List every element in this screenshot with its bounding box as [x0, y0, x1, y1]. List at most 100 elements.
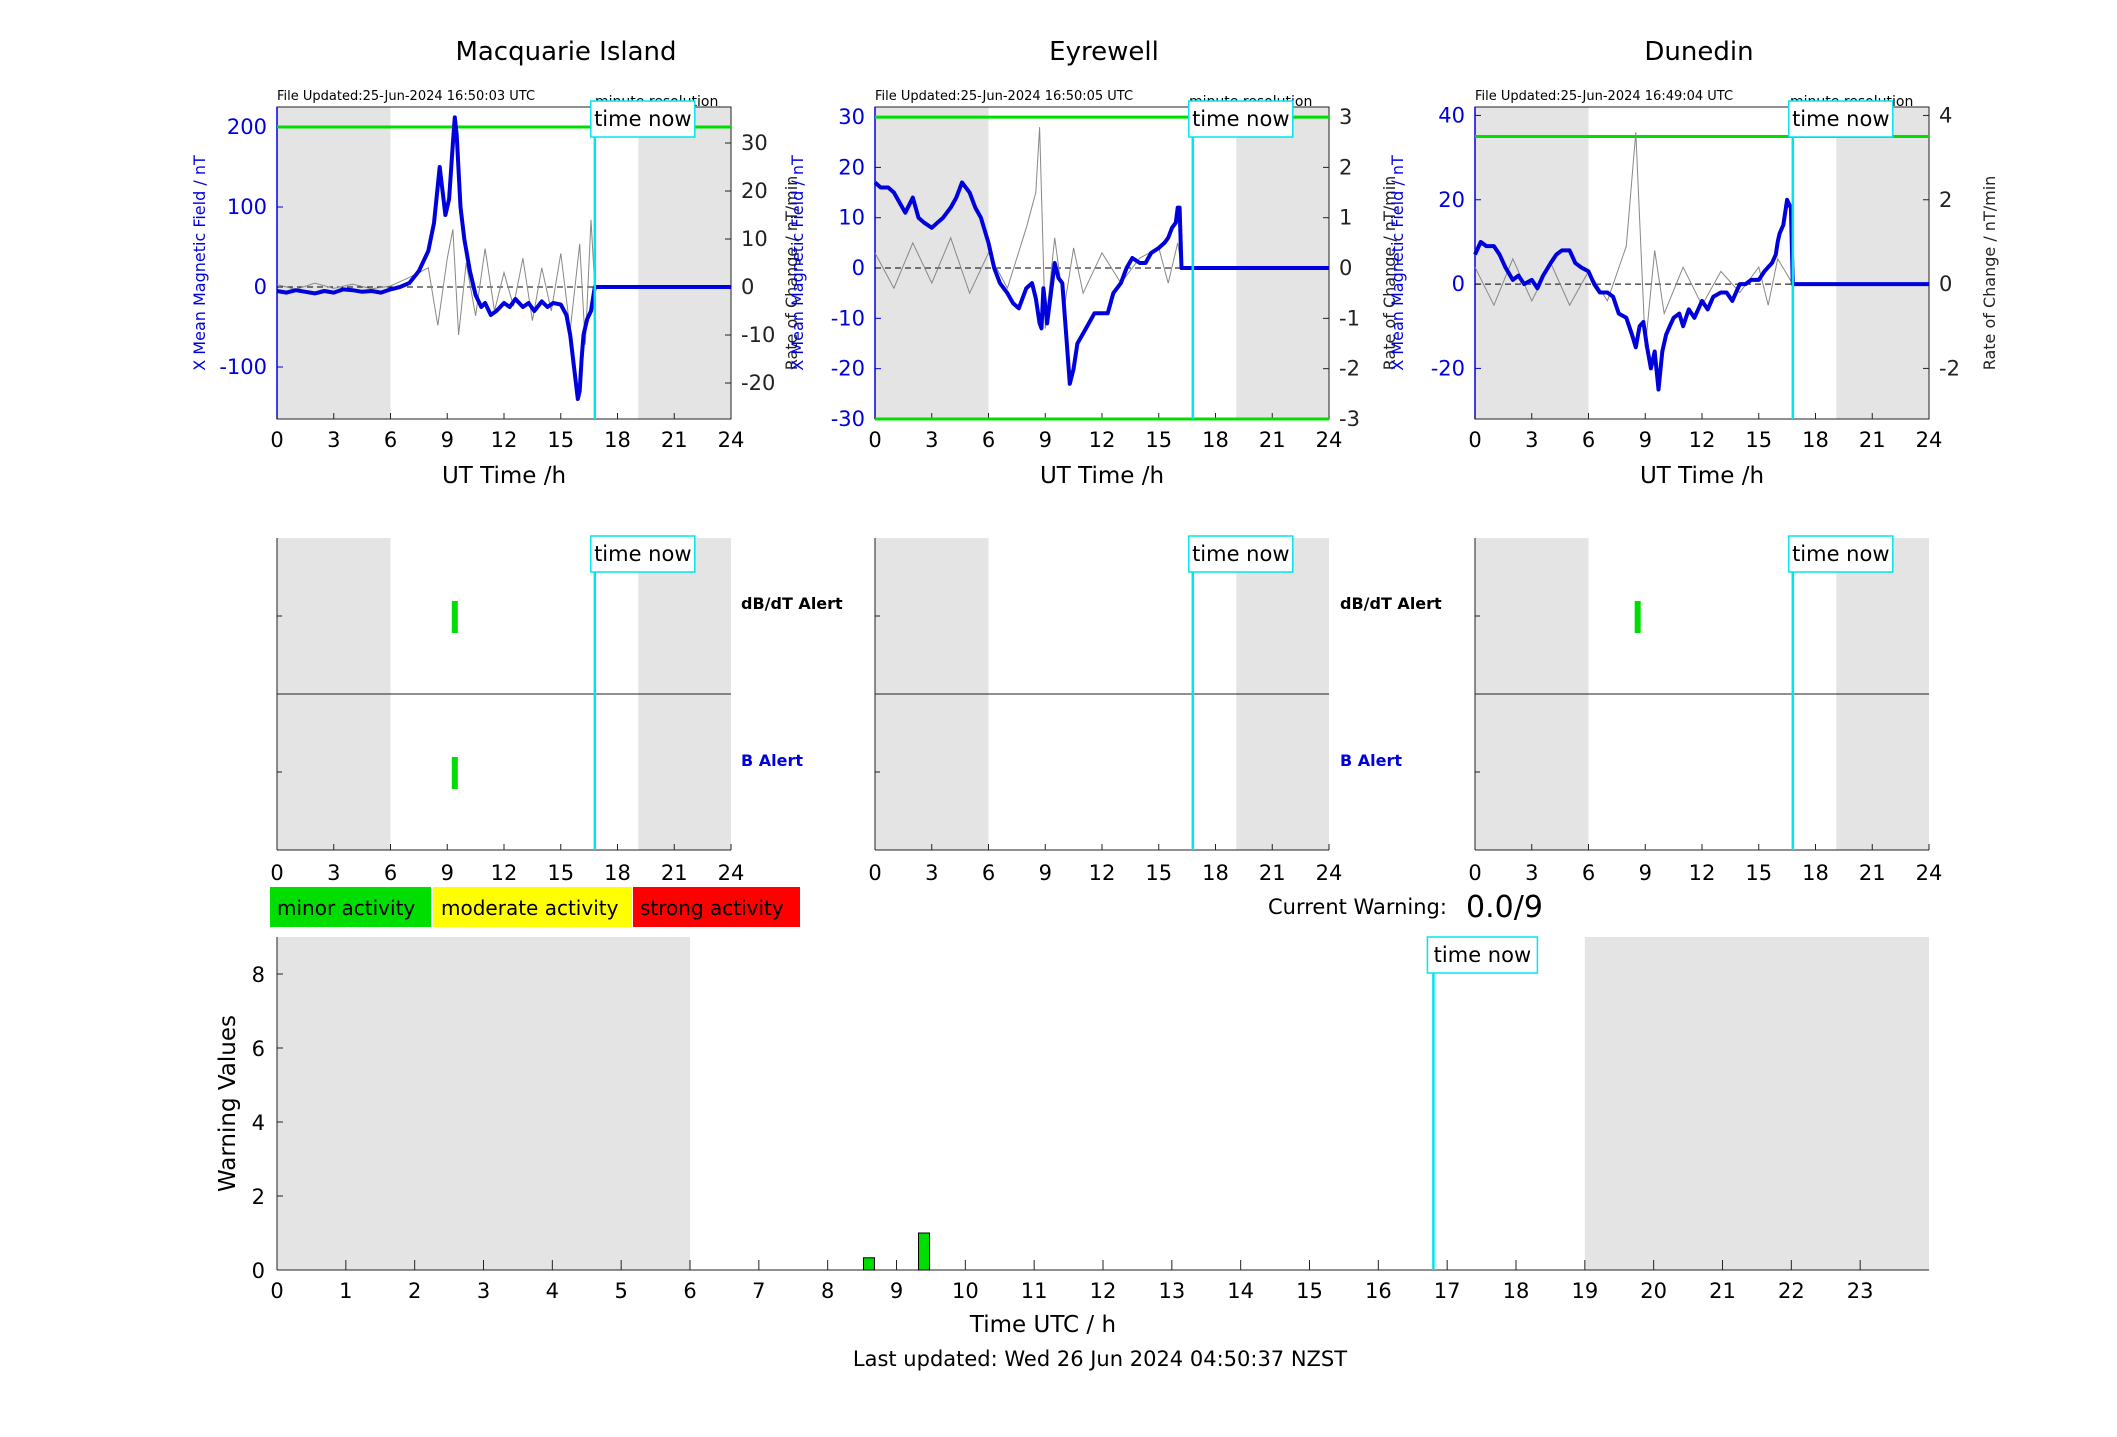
- time-now-box: [1788, 535, 1894, 573]
- magnetic-field-series: [1473, 197, 1929, 392]
- x-tick-label: 12: [1089, 861, 1116, 885]
- y-right-tick-label: 20: [741, 179, 768, 203]
- x-axis-label: UT Time /h: [1040, 463, 1164, 489]
- x-tick-label: 9: [890, 1279, 903, 1303]
- dbdt-alert-label-1: dB/dT Alert: [741, 594, 843, 613]
- x-tick-label: 2: [408, 1279, 421, 1303]
- y-right-axis-label: Rate of Change / nT/min: [782, 176, 801, 371]
- y-right-tick-label: -2: [1939, 356, 1960, 380]
- x-tick-label: 24: [718, 428, 745, 452]
- y-tick-label: 2: [252, 1185, 265, 1209]
- x-tick-label: 12: [1090, 1279, 1117, 1303]
- x-tick-label: 6: [683, 1279, 696, 1303]
- x-tick-label: 0: [270, 861, 283, 885]
- x-tick-label: 15: [1145, 861, 1172, 885]
- file-updated-eyrewell: File Updated:25-Jun-2024 16:50:05 UTC: [875, 89, 1133, 104]
- x-tick-label: 21: [1859, 861, 1886, 885]
- x-tick-label: 4: [546, 1279, 559, 1303]
- x-tick-label: 21: [1709, 1279, 1736, 1303]
- y-right-tick-label: 30: [741, 131, 768, 155]
- time-now-label: time now: [1792, 107, 1889, 131]
- x-tick-label: 15: [1745, 861, 1772, 885]
- x-tick-label: 23: [1847, 1279, 1874, 1303]
- b-alert-label-2: B Alert: [1340, 751, 1402, 770]
- y-tick-label: 10: [838, 206, 865, 230]
- y-axis-label: X Mean Magnetic Field / nT: [1388, 155, 1407, 371]
- y-right-tick-label: 4: [1939, 103, 1952, 127]
- warning-bar: [918, 1232, 931, 1271]
- station-title-dunedin: Dunedin: [1644, 37, 1753, 67]
- y-tick-label: 4: [252, 1111, 265, 1135]
- x-tick-label: 24: [1316, 861, 1343, 885]
- y-axis-label: Warning Values: [215, 1015, 241, 1192]
- y-right-tick-label: -1: [1339, 306, 1360, 330]
- y-right-tick-label: 2: [1339, 155, 1352, 179]
- warning-bar: [862, 1257, 875, 1271]
- y-right-axis-label: Rate of Change / nT/min: [1380, 176, 1399, 371]
- x-tick-label: 12: [491, 428, 518, 452]
- y-tick-label: -20: [1431, 356, 1465, 380]
- x-tick-label: 9: [1639, 861, 1652, 885]
- night-shading: [638, 107, 731, 419]
- time-now-label: time now: [1434, 943, 1531, 967]
- y-right-tick-label: 1: [1339, 206, 1352, 230]
- x-tick-label: 15: [1145, 428, 1172, 452]
- y-axis-label: X Mean Magnetic Field / nT: [190, 155, 209, 371]
- y-tick-label: -30: [831, 407, 865, 431]
- x-tick-label: 6: [384, 861, 397, 885]
- x-tick-label: 11: [1021, 1279, 1048, 1303]
- x-tick-label: 8: [821, 1279, 834, 1303]
- y-right-tick-label: 10: [741, 227, 768, 251]
- x-tick-label: 12: [1689, 861, 1716, 885]
- b-alert-mark: [451, 757, 458, 789]
- x-tick-label: 15: [1296, 1279, 1323, 1303]
- x-tick-label: 22: [1778, 1279, 1805, 1303]
- x-tick-label: 3: [327, 861, 340, 885]
- legend-strong-label: strong activity: [640, 896, 784, 920]
- x-tick-label: 9: [441, 428, 454, 452]
- y-tick-label: -20: [831, 357, 865, 381]
- rate-of-change-series: [874, 127, 1182, 329]
- x-tick-label: 18: [1202, 861, 1229, 885]
- x-tick-label: 18: [1802, 861, 1829, 885]
- rate-of-change-series: [276, 219, 596, 345]
- x-tick-label: 3: [925, 428, 938, 452]
- x-tick-label: 18: [604, 428, 631, 452]
- night-shading: [1475, 107, 1589, 419]
- x-tick-label: 6: [1582, 861, 1595, 885]
- file-updated-macquarie: File Updated:25-Jun-2024 16:50:03 UTC: [277, 89, 535, 104]
- night-shading: [277, 937, 690, 1270]
- current-warning-value: 0.0/9: [1466, 890, 1543, 925]
- time-now-label: time now: [1192, 107, 1289, 131]
- x-tick-label: 7: [752, 1279, 765, 1303]
- y-right-tick-label: 0: [1339, 256, 1352, 280]
- x-tick-label: 0: [868, 861, 881, 885]
- x-tick-label: 3: [925, 861, 938, 885]
- y-tick-label: 20: [838, 155, 865, 179]
- y-tick-label: 8: [252, 963, 265, 987]
- x-tick-label: 24: [718, 861, 745, 885]
- time-now-box: [590, 100, 696, 138]
- x-tick-label: 6: [982, 428, 995, 452]
- time-now-label: time now: [1192, 542, 1289, 566]
- x-axis-label: UT Time /h: [1640, 463, 1764, 489]
- y-tick-label: 0: [852, 256, 865, 280]
- x-tick-label: 9: [1039, 428, 1052, 452]
- x-tick-label: 15: [1745, 428, 1772, 452]
- x-tick-label: 6: [1582, 428, 1595, 452]
- legend-strong-swatch: [633, 887, 800, 927]
- file-updated-dunedin: File Updated:25-Jun-2024 16:49:04 UTC: [1475, 89, 1733, 104]
- y-tick-label: 200: [227, 115, 267, 139]
- magnetic-field-series: [873, 180, 1329, 386]
- y-tick-label: 20: [1438, 188, 1465, 212]
- night-shading: [1584, 937, 1929, 1270]
- x-tick-label: 19: [1571, 1279, 1598, 1303]
- y-right-tick-label: -2: [1339, 357, 1360, 381]
- x-tick-label: 24: [1916, 428, 1943, 452]
- night-shading: [277, 107, 391, 419]
- y-tick-label: 100: [227, 195, 267, 219]
- legend-moderate-label: moderate activity: [441, 896, 619, 920]
- b-alert-label-1: B Alert: [741, 751, 803, 770]
- x-tick-label: 12: [1089, 428, 1116, 452]
- x-tick-label: 0: [868, 428, 881, 452]
